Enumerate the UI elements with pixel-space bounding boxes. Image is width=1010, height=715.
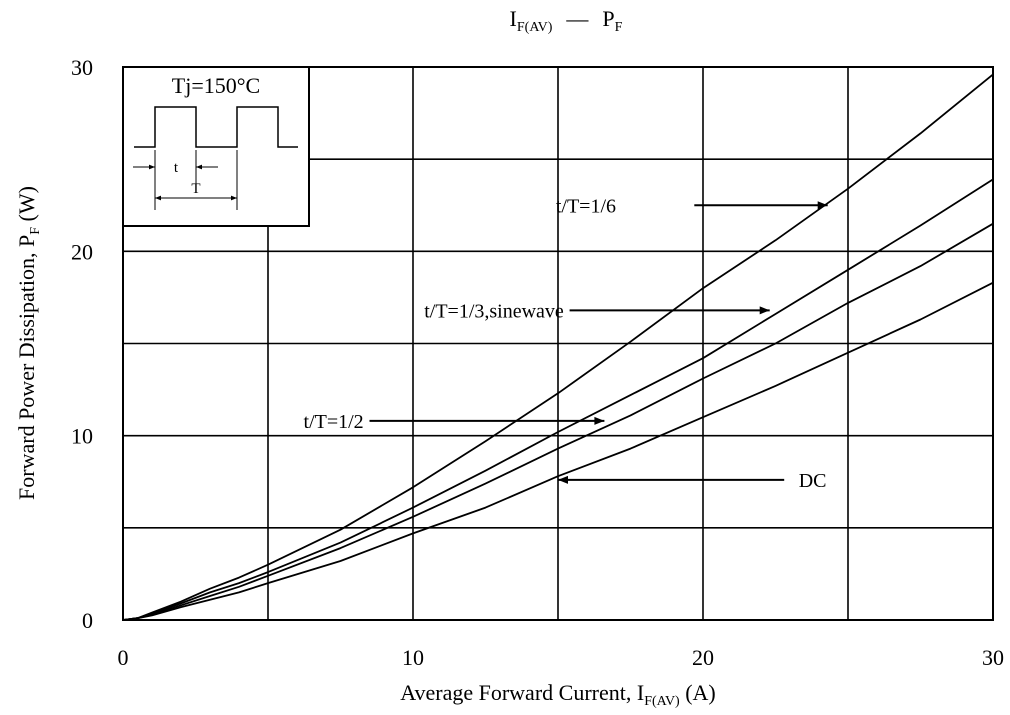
plot-frame: [122, 66, 994, 621]
title-second-sub: F: [615, 20, 623, 35]
grid-lines: [123, 67, 993, 620]
x-axis-label-suffix: (A): [680, 680, 716, 705]
curve-sixth: [122, 73, 994, 621]
y-tick-label: 0: [82, 608, 93, 633]
annotation-label-sixth: t/T=1/6: [556, 195, 616, 217]
y-axis-label: Forward Power Dissipation, PF (W): [14, 186, 43, 500]
title-main-sub: F(AV): [517, 20, 553, 35]
x-axis-label-sub: F(AV): [644, 694, 680, 709]
x-axis-label-text: Average Forward Current, I: [400, 680, 644, 705]
y-tick-label: 30: [71, 55, 93, 80]
inset-title: Tj=150°C: [172, 73, 260, 98]
tick-labels: 0 10 20 30 0 10 20 30: [71, 55, 1004, 670]
y-tick-label: 10: [71, 424, 93, 449]
x-tick-label: 20: [692, 645, 714, 670]
x-tick-label: 0: [118, 645, 129, 670]
x-axis-label: Average Forward Current, IF(AV) (A): [400, 680, 716, 709]
pulse-waveform-icon: [134, 106, 298, 148]
title-main: I: [510, 6, 517, 31]
x-tick-label: 30: [982, 645, 1004, 670]
y-axis-label-sub: F: [28, 227, 43, 235]
annotation-label-half: t/T=1/2: [304, 411, 364, 433]
curve-dc: [122, 281, 994, 621]
title-second: P: [602, 6, 614, 31]
annotation-label-third: t/T=1/3,sinewave: [424, 300, 564, 322]
title-dash: —: [565, 6, 589, 31]
y-axis-label-text: Forward Power Dissipation, P: [14, 235, 39, 500]
inset-t-label: t: [174, 160, 179, 176]
x-tick-label: 10: [402, 645, 424, 670]
chart-title: IF(AV) — PF: [510, 6, 623, 35]
curve-half: [122, 222, 994, 621]
pulse-inset: Tj=150°C t T: [122, 66, 310, 227]
annotation-label-dc: DC: [799, 470, 827, 492]
curve-third: [122, 178, 994, 621]
y-axis-label-suffix: (W): [14, 186, 39, 227]
curves: [122, 73, 994, 621]
y-tick-label: 20: [71, 239, 93, 264]
annotations: t/T=1/6 t/T=1/3,sinewave t/T=1/2 DC: [304, 195, 828, 492]
inset-T-label: T: [191, 181, 200, 197]
